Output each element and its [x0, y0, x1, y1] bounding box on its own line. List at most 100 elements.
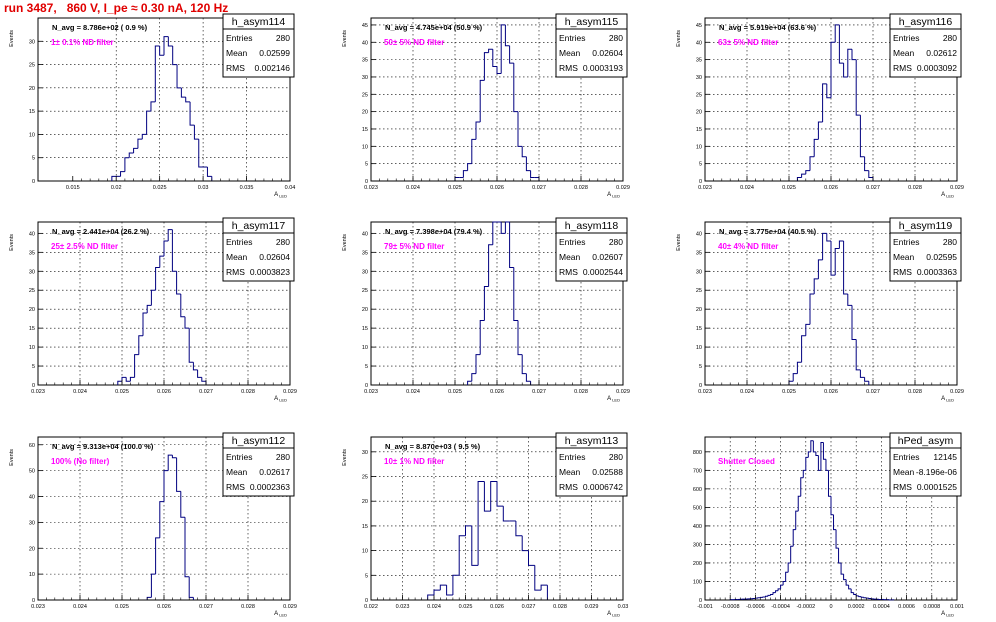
- x-tick-label: 0.026: [157, 389, 171, 395]
- x-tick-label: -0.0002: [796, 604, 815, 610]
- histogram-bin: [188, 328, 194, 363]
- histogram-bin: [796, 361, 802, 374]
- y-tick-label: 0: [32, 179, 35, 185]
- histogram-bin: [138, 335, 143, 355]
- x-tick-label: 0.028: [553, 604, 567, 610]
- histogram-bin: [838, 548, 842, 564]
- histogram-bin: [128, 152, 134, 158]
- y-tick-label: 30: [362, 450, 368, 456]
- y-tick-label: 20: [29, 86, 35, 92]
- stats-value: 280: [609, 452, 623, 462]
- y-tick-label: 40: [29, 495, 35, 501]
- y-axis-title: Events: [676, 234, 682, 251]
- histogram-panel-h_asym116: 0.023 0.024 0.025 0.026 0.027 0.028 0.029 0 5 10 1…: [676, 13, 964, 199]
- histogram-bin: [817, 259, 823, 279]
- histogram-bin: [822, 442, 826, 460]
- stats-label: Entries: [226, 452, 252, 462]
- histogram-bin: [163, 240, 169, 257]
- histogram-bin: [847, 48, 852, 77]
- navg-label: N_avg = 8.870e+03 ( 9.5 %): [385, 442, 481, 451]
- filter-note: Shutter Closed: [718, 457, 775, 466]
- y-tick-label: 700: [693, 468, 702, 474]
- x-axis-title: A LED: [607, 611, 620, 618]
- y-tick-label: 20: [29, 307, 35, 313]
- stats-box: [222, 432, 295, 497]
- x-tick-label: 0.028: [574, 389, 588, 395]
- x-tick-label: 0.022: [364, 604, 378, 610]
- y-tick-label: 300: [693, 542, 702, 548]
- stats-label: Entries: [893, 452, 919, 462]
- x-axis-title: A LED: [607, 396, 620, 403]
- histogram-bin: [180, 87, 186, 98]
- x-tick-label: 0.04: [285, 185, 296, 191]
- histogram-bin: [521, 535, 529, 552]
- histogram-bin: [188, 576, 194, 598]
- x-tick-label: 0.024: [73, 604, 87, 610]
- y-tick-label: 20: [362, 499, 368, 505]
- histogram-bin: [475, 354, 481, 374]
- x-tick-label: 0.028: [241, 389, 255, 395]
- y-tick-label: 500: [693, 505, 702, 511]
- x-tick-label: 0.028: [241, 604, 255, 610]
- histogram-bin: [180, 294, 185, 318]
- histogram-bin: [471, 525, 479, 566]
- histogram-bin: [500, 24, 506, 74]
- x-tick-label: 0.027: [199, 389, 213, 395]
- histogram-bin: [843, 574, 847, 581]
- stats-label: Mean: [226, 48, 248, 58]
- y-tick-label: 15: [362, 326, 368, 332]
- histogram-bin: [167, 229, 173, 241]
- stats-value: 0.02607: [592, 252, 623, 262]
- y-tick-label: 35: [696, 58, 702, 64]
- stats-label: RMS: [559, 267, 578, 277]
- y-tick-label: 15: [362, 524, 368, 530]
- x-tick-label: -0.001: [697, 604, 713, 610]
- histogram-bin: [813, 278, 819, 295]
- y-tick-label: 40: [696, 231, 702, 237]
- y-tick-label: 10: [29, 572, 35, 578]
- histogram-bin: [833, 514, 837, 531]
- y-axis-title: Events: [342, 234, 348, 251]
- histogram-panel-h_asym114: 0.015 0.02 0.025 0.03 0.035 0.04 0 5 10 15 20 25 30 A…: [9, 13, 296, 199]
- histogram-bin: [868, 170, 873, 179]
- histogram-bin: [439, 584, 447, 591]
- histogram-bin: [515, 520, 523, 537]
- y-tick-label: 15: [29, 109, 35, 115]
- stats-label: RMS: [893, 267, 912, 277]
- x-tick-label: 0.025: [782, 185, 796, 191]
- x-tick-label: 0.024: [427, 604, 441, 610]
- histogram-bin: [801, 335, 806, 363]
- y-tick-label: 30: [696, 269, 702, 275]
- y-tick-label: 200: [693, 561, 702, 567]
- histogram-bin: [517, 111, 523, 147]
- histogram-bin: [479, 79, 485, 123]
- y-tick-label: 800: [693, 450, 702, 456]
- histogram-bin: [767, 594, 771, 597]
- histogram-panel-hPed_asym: -0.001 -0.0008 -0.0006 -0.0004 -0.0002 0 0.000…: [693, 432, 964, 618]
- histogram-bin: [834, 24, 840, 43]
- histogram-bin: [159, 255, 164, 268]
- x-tick-label: 0.023: [698, 185, 712, 191]
- x-tick-label: -0.0006: [746, 604, 765, 610]
- stats-label: RMS: [226, 482, 245, 492]
- x-tick-label: 0.029: [950, 185, 964, 191]
- stats-label: Entries: [226, 237, 252, 247]
- histogram-bin: [525, 373, 531, 382]
- x-tick-label: 0.024: [406, 185, 420, 191]
- histogram-bin: [197, 369, 202, 378]
- y-tick-label: 0: [365, 383, 368, 389]
- stats-value: 0.0003823: [250, 267, 290, 277]
- histogram-bin: [830, 41, 836, 98]
- histogram-bin: [167, 454, 173, 471]
- x-tick-label: -0.0004: [771, 604, 790, 610]
- histogram-bin: [483, 481, 491, 512]
- y-tick-label: 600: [693, 487, 702, 493]
- histogram-bin: [446, 585, 453, 596]
- y-tick-label: 10: [29, 132, 35, 138]
- histogram-bin: [504, 221, 510, 234]
- filter-note: 50± 5% ND filter: [384, 38, 444, 47]
- stats-value: 0.002146: [255, 63, 291, 73]
- y-tick-label: 20: [696, 110, 702, 116]
- histogram-bin: [809, 293, 815, 325]
